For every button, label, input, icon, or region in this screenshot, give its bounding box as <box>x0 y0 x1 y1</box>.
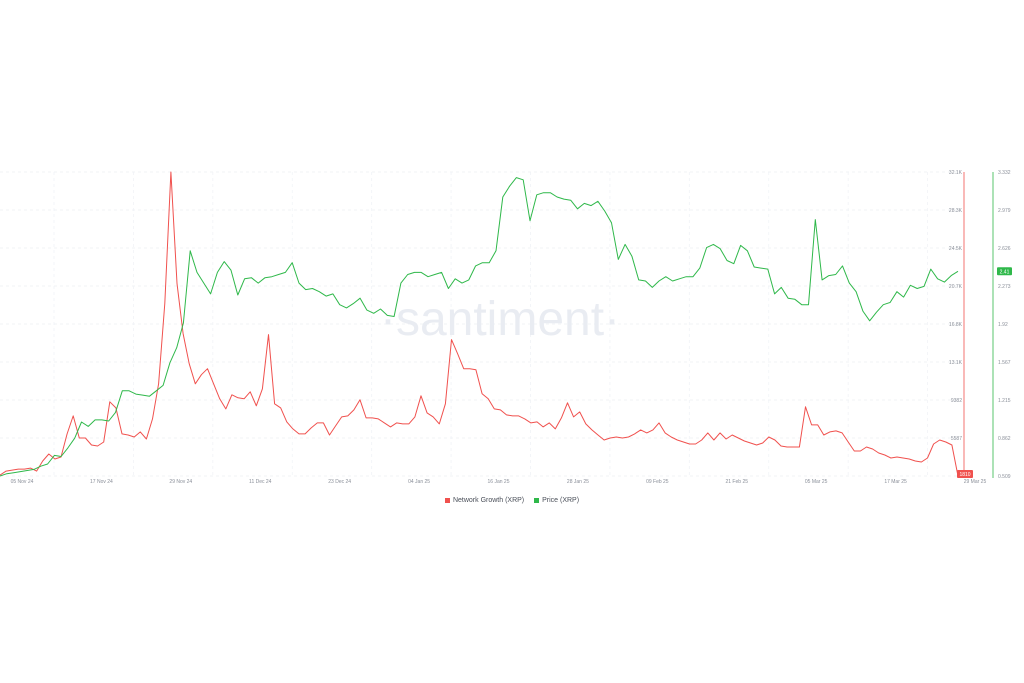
x-tick-label: 17 Nov 24 <box>90 479 113 485</box>
x-tick-label: 23 Dec 24 <box>328 479 351 485</box>
x-axis-ticks: 05 Nov 24 17 Nov 24 29 Nov 24 11 Dec 24 23 D… <box>11 479 987 485</box>
legend-item-network-growth[interactable]: Network Growth (XRP) <box>444 497 525 504</box>
x-tick-label: 21 Feb 25 <box>725 479 748 485</box>
x-tick-label: 04 Jan 25 <box>408 479 430 485</box>
right-axis-tick-label: 0.509 <box>998 474 1011 480</box>
right-axis-tick-label: 0.862 <box>998 436 1011 442</box>
x-tick-label: 28 Jan 25 <box>567 479 589 485</box>
right-axis-tick-label: 2.979 <box>998 208 1011 214</box>
right-axis-tick-label: 2.626 <box>998 246 1011 252</box>
legend-label-price: Price (XRP) <box>542 497 580 504</box>
x-tick-label: 11 Dec 24 <box>249 479 272 485</box>
left-axis-tick-label: 28.3K <box>949 208 963 214</box>
axis-value-badges: 1810 2.41 <box>957 267 1012 478</box>
right-axis-tick-label: 2.273 <box>998 284 1011 290</box>
santiment-watermark: ·santiment· <box>380 293 620 346</box>
left-axis-tick-label: 20.7K <box>949 284 963 290</box>
left-axis-tick-label: 32.1K <box>949 170 963 176</box>
x-tick-label: 05 Nov 24 <box>11 479 34 485</box>
right-axis-tick-label: 1.567 <box>998 360 1011 366</box>
series-lines <box>0 171 959 477</box>
price-line <box>0 177 959 477</box>
chart-legend: Network Growth (XRP) Price (XRP) <box>0 497 1024 505</box>
legend-label-network-growth: Network Growth (XRP) <box>452 497 525 504</box>
left-axis-tick-label: 5587 <box>951 436 962 442</box>
left-axis-tick-label: 24.5K <box>949 246 963 252</box>
right-axis-tick-label: 3.332 <box>998 170 1011 176</box>
legend-swatch-network-growth <box>444 498 450 503</box>
price-value-badge <box>997 267 1012 276</box>
legend-swatch-price <box>534 498 540 503</box>
price-value-label: 2.41 <box>1000 269 1010 275</box>
chart-grid <box>0 171 958 477</box>
right-axis-tick-label: 1.92 <box>998 322 1008 328</box>
x-tick-label: 09 Feb 25 <box>646 479 669 485</box>
legend-item-price[interactable]: Price (XRP) <box>534 497 579 504</box>
network-growth-value-badge <box>957 470 973 478</box>
left-axis-tick-label: 13.1K <box>949 360 963 366</box>
x-tick-label: 16 Jan 25 <box>488 479 510 485</box>
network-growth-value-label: 1810 <box>959 472 970 478</box>
axis-lines <box>963 172 994 478</box>
right-axis-tick-label: 1.215 <box>998 398 1011 404</box>
left-axis-tick-label: 16.8K <box>949 322 963 328</box>
network-growth-line <box>0 171 959 477</box>
x-tick-label: 29 Nov 24 <box>169 479 192 485</box>
x-tick-label: 29 Mar 25 <box>964 479 987 485</box>
x-tick-label: 05 Mar 25 <box>805 479 828 485</box>
x-tick-label: 17 Mar 25 <box>884 479 907 485</box>
left-axis-ticks: 32.1K 28.3K 24.5K 20.7K 16.8K 13.1K 9382 5587 <box>949 170 963 442</box>
left-axis-tick-label: 9382 <box>951 398 962 404</box>
right-axis-ticks: 3.332 2.979 2.626 2.273 1.92 1.567 1.215 0.862 0… <box>998 170 1011 480</box>
